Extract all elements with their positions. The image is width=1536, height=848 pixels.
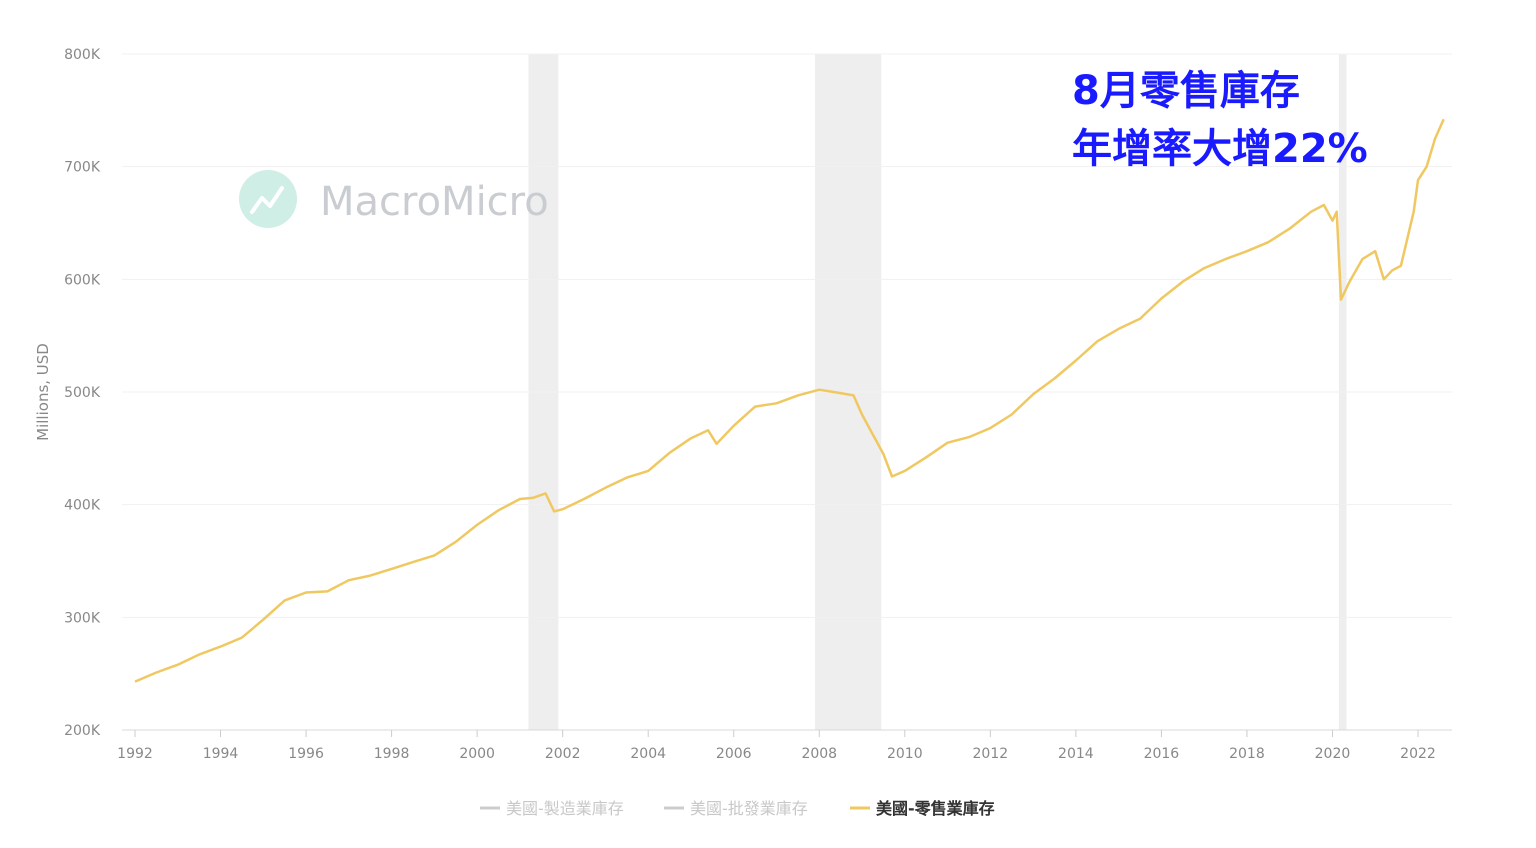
x-tick-label: 2008 bbox=[801, 746, 837, 762]
x-axis-ticks: 1992 1994 1996 1998 2000 2002 2004 2006 2008 2010… bbox=[117, 730, 1436, 762]
y-tick-label: 400K bbox=[64, 498, 101, 514]
series-lines bbox=[134, 118, 1445, 683]
x-tick-label: 2002 bbox=[545, 746, 581, 762]
logo-chart-mark bbox=[250, 186, 284, 214]
x-tick-label: 2022 bbox=[1400, 746, 1436, 762]
x-tick-label: 2012 bbox=[973, 746, 1009, 762]
legend[interactable]: 美國-製造業庫存 美國-批發業庫存 美國-零售業庫存 bbox=[480, 799, 995, 818]
x-tick-label: 1996 bbox=[288, 746, 324, 762]
x-tick-label: 1992 bbox=[117, 746, 153, 762]
watermark: MacroMicro bbox=[239, 170, 549, 228]
y-tick-label: 200K bbox=[64, 723, 101, 739]
series-line-retail-inventory bbox=[134, 118, 1445, 683]
legend-label: 美國-製造業庫存 bbox=[506, 799, 624, 818]
legend-item[interactable]: 美國-批發業庫存 bbox=[664, 799, 808, 818]
macromicro-logo-icon bbox=[239, 170, 297, 228]
x-tick-label: 2018 bbox=[1229, 746, 1265, 762]
x-tick-label: 2016 bbox=[1144, 746, 1180, 762]
x-tick-label: 2006 bbox=[716, 746, 752, 762]
x-tick-label: 2010 bbox=[887, 746, 923, 762]
legend-item[interactable]: 美國-零售業庫存 bbox=[850, 799, 995, 818]
y-axis-ticks: 200K 300K 400K 500K 600K 700K 800K bbox=[64, 47, 101, 739]
x-tick-label: 2004 bbox=[630, 746, 666, 762]
annotation-line: 年增率大增22% bbox=[1072, 126, 1368, 172]
x-tick-label: 2020 bbox=[1315, 746, 1351, 762]
legend-label: 美國-零售業庫存 bbox=[876, 799, 995, 818]
y-tick-label: 700K bbox=[64, 160, 101, 176]
annotation-line: 8月零售庫存 bbox=[1072, 68, 1300, 114]
y-axis-label: Millions, USD bbox=[34, 343, 52, 441]
legend-item[interactable]: 美國-製造業庫存 bbox=[480, 799, 624, 818]
x-tick-label: 2014 bbox=[1058, 746, 1094, 762]
x-tick-label: 2000 bbox=[459, 746, 495, 762]
y-tick-label: 800K bbox=[64, 47, 101, 63]
y-tick-label: 500K bbox=[64, 385, 101, 401]
y-tick-label: 300K bbox=[64, 610, 101, 626]
legend-label: 美國-批發業庫存 bbox=[690, 799, 808, 818]
gridlines bbox=[122, 53, 1452, 731]
x-tick-label: 1994 bbox=[203, 746, 239, 762]
watermark-text: MacroMicro bbox=[320, 179, 549, 225]
x-tick-label: 1998 bbox=[374, 746, 410, 762]
y-tick-label: 600K bbox=[64, 272, 101, 288]
